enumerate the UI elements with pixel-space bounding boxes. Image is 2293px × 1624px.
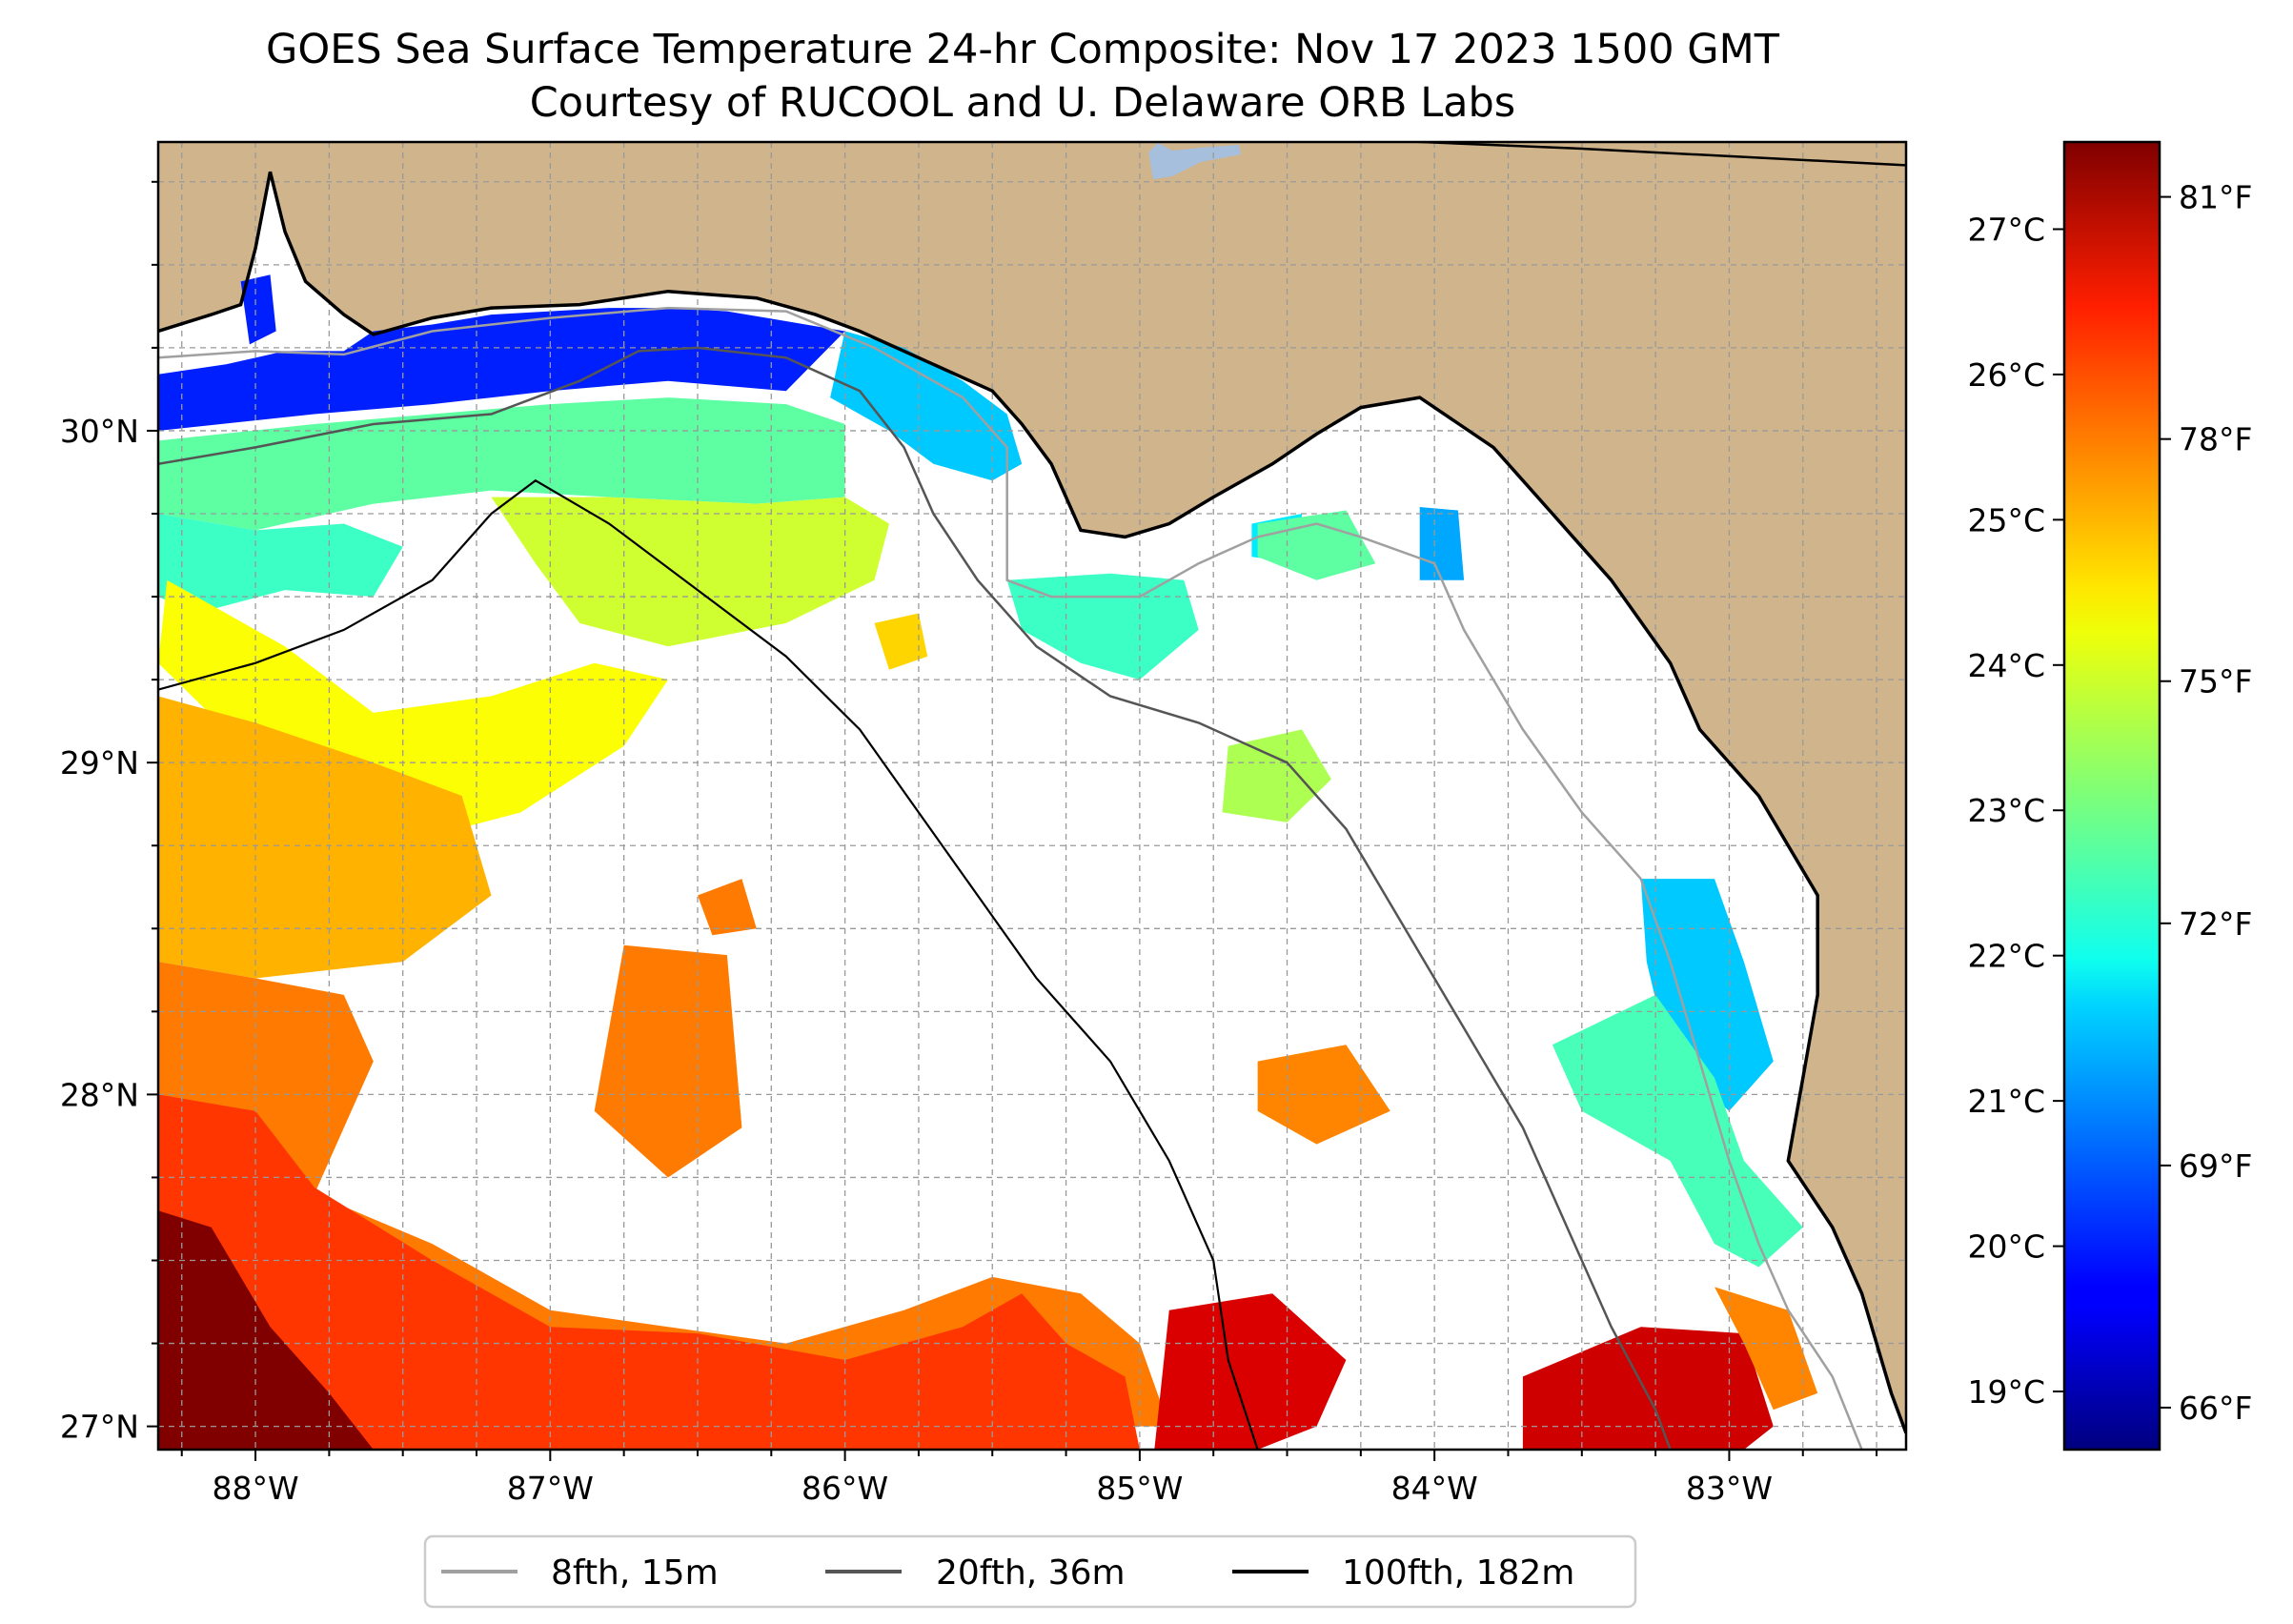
colorbar-fahrenheit-ticks: 66°F 69°F 72°F 75°F 78°F 81°F bbox=[2160, 179, 2252, 1427]
celsius-tick-label: 22°C bbox=[1967, 938, 2045, 975]
fahrenheit-tick-label: 78°F bbox=[2179, 421, 2252, 458]
celsius-tick-label: 19°C bbox=[1967, 1373, 2045, 1411]
x-tick-label: 88°W bbox=[212, 1470, 298, 1507]
sst-region bbox=[1222, 729, 1331, 822]
sst-region bbox=[158, 1360, 182, 1400]
celsius-tick-label: 23°C bbox=[1967, 792, 2045, 829]
fahrenheit-tick-label: 69°F bbox=[2179, 1147, 2252, 1185]
isobath-legend: 8fth, 15m 20fth, 36m 100fth, 182m bbox=[423, 1534, 1637, 1609]
x-tick-label: 85°W bbox=[1096, 1470, 1183, 1507]
x-tick-label: 84°W bbox=[1391, 1470, 1478, 1507]
sst-region bbox=[1154, 1293, 1347, 1450]
axis-ticks: 88°W 87°W 86°W 85°W 84°W 83°W 27°N 28°N 29°N 30°N bbox=[60, 180, 1878, 1507]
land-mass bbox=[158, 142, 1906, 1433]
sst-region bbox=[1552, 994, 1803, 1268]
isobath-100fth bbox=[158, 478, 1259, 1450]
sst-region bbox=[158, 696, 492, 979]
sst-region bbox=[594, 944, 742, 1178]
fahrenheit-tick-label: 81°F bbox=[2179, 179, 2252, 216]
legend-box bbox=[423, 1534, 1637, 1609]
legend-label-20fth: 20fth, 36m bbox=[936, 1553, 1126, 1593]
isobath-20fth bbox=[158, 346, 1672, 1450]
sst-region bbox=[491, 497, 889, 647]
fahrenheit-tick-label: 72°F bbox=[2179, 905, 2252, 943]
sst-region bbox=[158, 1210, 374, 1450]
sst-region bbox=[1006, 573, 1199, 680]
sst-region bbox=[1522, 1327, 1774, 1450]
y-tick-label: 28°N bbox=[60, 1076, 139, 1113]
legend-label-8fth: 8fth, 15m bbox=[551, 1553, 719, 1593]
map-subtitle: Courtesy of RUCOOL and U. Delaware ORB L… bbox=[530, 79, 1515, 127]
fahrenheit-tick-label: 75°F bbox=[2179, 663, 2252, 700]
sst-region bbox=[1715, 1287, 1818, 1411]
lake-seminole bbox=[1148, 143, 1241, 179]
sst-region bbox=[874, 613, 928, 670]
colorbar-gradient bbox=[2062, 140, 2161, 1451]
x-tick-label: 87°W bbox=[507, 1470, 594, 1507]
celsius-tick-label: 27°C bbox=[1967, 211, 2045, 248]
sst-region bbox=[698, 879, 757, 936]
celsius-tick-label: 20°C bbox=[1967, 1228, 2045, 1266]
graticule bbox=[158, 142, 1906, 1450]
sst-region bbox=[830, 331, 1023, 481]
legend-label-100fth: 100fth, 182m bbox=[1342, 1553, 1574, 1593]
state-border bbox=[1392, 142, 1906, 167]
sst-region bbox=[1419, 507, 1465, 580]
sst-region bbox=[158, 1094, 1140, 1450]
map-frame bbox=[156, 140, 1908, 1451]
isobath-8fth bbox=[158, 306, 1863, 1450]
map-area: 88°W 87°W 86°W 85°W 84°W 83°W 27°N 28°N 29°N 30°N bbox=[60, 140, 1908, 1507]
x-tick-label: 86°W bbox=[802, 1470, 888, 1507]
colorbar-celsius-ticks: 19°C 20°C 21°C 22°C 23°C 24°C 25°C 26°C 27°C bbox=[1967, 211, 2064, 1411]
sst-region bbox=[158, 514, 403, 614]
y-tick-label: 30°N bbox=[60, 413, 139, 450]
y-tick-label: 29°N bbox=[60, 744, 139, 782]
celsius-tick-label: 21°C bbox=[1967, 1083, 2045, 1120]
sst-region bbox=[240, 274, 276, 345]
fahrenheit-tick-label: 66°F bbox=[2179, 1390, 2252, 1427]
celsius-tick-label: 25°C bbox=[1967, 501, 2045, 538]
coastline bbox=[158, 171, 1906, 1434]
sst-layer bbox=[158, 274, 1818, 1450]
celsius-tick-label: 24°C bbox=[1967, 647, 2045, 684]
map-title: GOES Sea Surface Temperature 24-hr Compo… bbox=[266, 26, 1780, 73]
y-tick-label: 27°N bbox=[60, 1409, 139, 1446]
colorbar: 19°C 20°C 21°C 22°C 23°C 24°C 25°C 26°C 27°C 66°… bbox=[1967, 140, 2252, 1451]
x-tick-label: 83°W bbox=[1686, 1470, 1773, 1507]
sst-region bbox=[158, 308, 845, 431]
celsius-tick-label: 26°C bbox=[1967, 356, 2045, 394]
